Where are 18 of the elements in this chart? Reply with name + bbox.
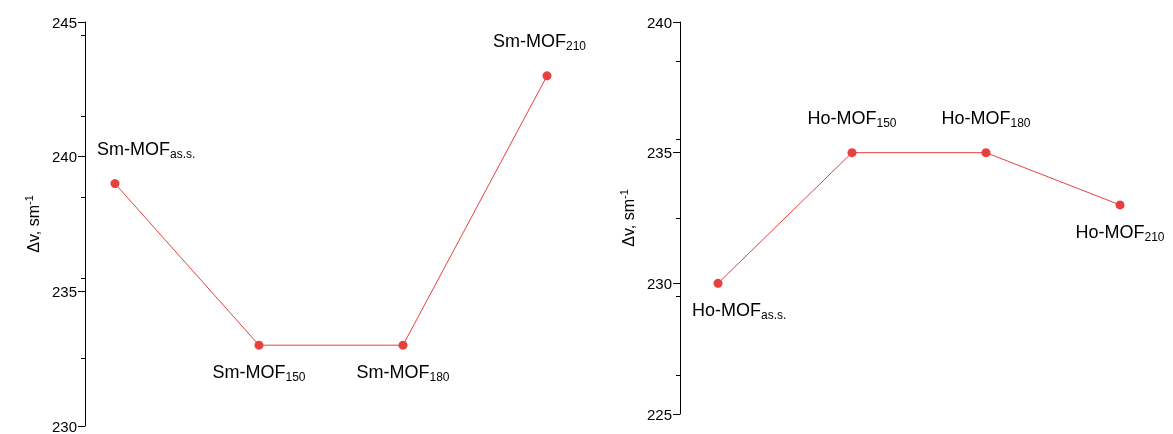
point xyxy=(1115,200,1125,210)
y-tick-label: 240 xyxy=(646,13,672,31)
point xyxy=(110,179,120,189)
y-tick-label: 245 xyxy=(51,13,77,31)
y-tick-label: 235 xyxy=(51,282,77,300)
y-tick-label: 230 xyxy=(51,417,77,434)
y-tick-label: 235 xyxy=(646,144,672,162)
y-tick-label: 240 xyxy=(51,148,77,166)
point xyxy=(713,278,723,288)
point xyxy=(847,148,857,158)
point xyxy=(398,340,408,350)
y-tick-label: 230 xyxy=(646,274,672,292)
point xyxy=(254,340,264,350)
y-axis-title: Δv, sm-1 xyxy=(23,195,42,253)
point xyxy=(542,71,552,81)
y-tick-label: 225 xyxy=(646,405,672,423)
y-axis-title: Δv, sm-1 xyxy=(618,189,637,247)
point xyxy=(981,148,991,158)
